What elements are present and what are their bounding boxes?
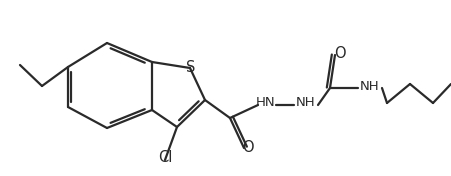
Text: HN: HN <box>256 96 276 109</box>
Text: Cl: Cl <box>158 150 172 165</box>
Text: NH: NH <box>360 80 380 93</box>
Text: NH: NH <box>296 96 316 109</box>
Text: S: S <box>186 59 196 74</box>
Text: O: O <box>334 46 346 61</box>
Text: O: O <box>242 140 254 155</box>
